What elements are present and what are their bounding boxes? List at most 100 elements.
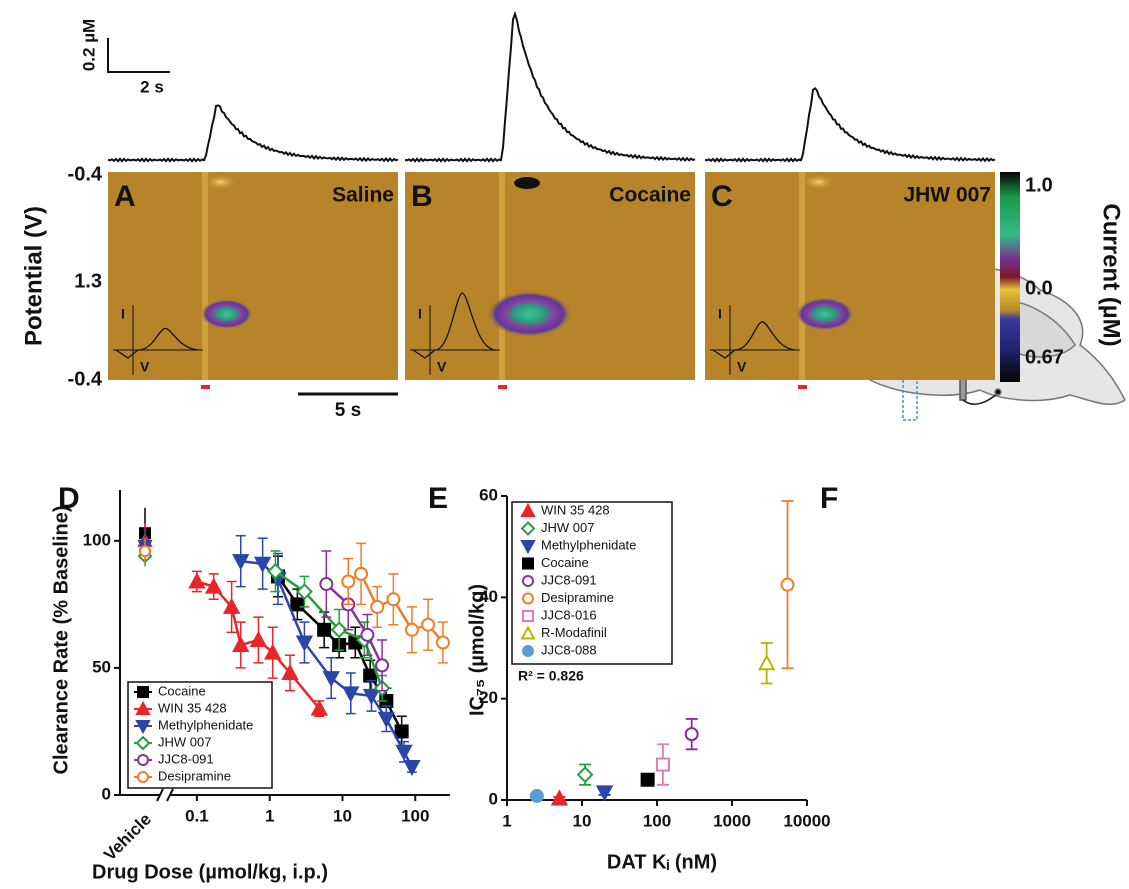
panel-label: B — [411, 180, 433, 213]
colorbar-title: Current (µM) — [1098, 203, 1125, 346]
legend-marker — [135, 720, 151, 735]
marker — [249, 630, 268, 647]
marker — [354, 566, 369, 581]
marker — [394, 724, 409, 739]
panel-label: E — [428, 482, 448, 515]
inset-x-label: V — [437, 359, 447, 375]
panel-title: Cocaine — [609, 184, 691, 207]
y-tick-label: 0 — [102, 784, 111, 803]
panel-label: A — [114, 180, 136, 213]
inset-x-label: V — [737, 359, 747, 375]
legend-marker — [522, 575, 534, 587]
marker — [386, 592, 401, 607]
reduction-blob — [795, 297, 854, 331]
legend-label: Cocaine — [541, 555, 589, 570]
scale-bar — [107, 38, 170, 73]
colorbar-label: 0.0 — [1025, 277, 1053, 299]
marker — [232, 554, 250, 571]
marker — [404, 622, 419, 637]
legend-label: JJC8-091 — [158, 751, 214, 766]
marker — [295, 635, 314, 652]
marker — [253, 556, 272, 573]
marker — [290, 597, 305, 612]
legend-marker — [522, 592, 534, 605]
panel-label: F — [820, 482, 838, 515]
marker — [758, 654, 776, 671]
legend-marker — [135, 735, 151, 751]
legend-marker — [137, 754, 149, 766]
legend-marker — [520, 502, 536, 517]
legend-label: Desipramine — [541, 590, 614, 605]
legend-label: WIN 35 428 — [541, 502, 610, 517]
marker — [640, 772, 655, 787]
scale-bar-y: 0.2 µM — [79, 19, 98, 71]
marker — [342, 686, 360, 703]
legend-label: JJC8-088 — [541, 642, 597, 657]
potential-label: -0.4 — [68, 163, 103, 185]
marker — [370, 599, 385, 614]
y-tick-label: 60 — [479, 485, 498, 504]
marker — [375, 658, 390, 673]
y-tick-label: 50 — [92, 657, 111, 676]
inset-y-label: I — [121, 306, 125, 322]
y-tick-label: 40 — [479, 587, 498, 606]
marker — [139, 545, 151, 557]
marker — [267, 562, 284, 580]
marker — [403, 760, 421, 777]
marker — [317, 622, 332, 637]
colorbar-label: 1.0 — [1025, 174, 1053, 196]
marker — [362, 688, 381, 705]
scale-bar-x: 2 s — [140, 77, 164, 96]
x-axis-title: Drug Dose (µmol/kg, i.p.) — [92, 861, 328, 883]
marker — [281, 663, 299, 680]
legend-label: Methylphenidate — [158, 717, 253, 732]
x-tick-label: 0.1 — [185, 806, 209, 825]
y-axis-title: IC₇₅ (µmol/kg) — [466, 584, 488, 716]
legend-marker — [522, 610, 534, 622]
current-trace — [107, 104, 399, 163]
stim-artifact — [799, 172, 805, 380]
legend-marker — [137, 771, 149, 783]
marker — [205, 577, 223, 594]
marker — [550, 789, 569, 806]
x-tick-label: 1000 — [713, 811, 751, 830]
legend-label: JJC8-016 — [541, 607, 597, 622]
marker — [529, 788, 544, 803]
y-axis-title: Clearance Rate (% Baseline) — [50, 505, 72, 774]
potential-label: 1.3 — [74, 270, 102, 292]
marker — [576, 766, 594, 784]
panel-title: Saline — [332, 184, 394, 207]
inset-cv — [712, 321, 796, 359]
marker — [341, 574, 356, 589]
marker — [330, 621, 348, 639]
legend-marker — [520, 540, 536, 555]
legend-label: JJC8-091 — [541, 572, 597, 587]
marker — [188, 572, 206, 589]
y-tick-label: 0 — [489, 789, 498, 808]
legend-marker — [522, 557, 534, 570]
y-tick-label: 20 — [479, 688, 498, 707]
stim-marker — [201, 385, 210, 389]
marker — [264, 643, 282, 660]
colorbar-label: 0.67 — [1025, 346, 1064, 368]
x-tick-label: 1 — [502, 811, 511, 830]
marker — [310, 699, 328, 716]
panel-title: JHW 007 — [903, 184, 991, 207]
oxidation-spot — [202, 174, 239, 190]
marker — [322, 671, 340, 688]
marker — [655, 757, 670, 772]
axis-break — [156, 788, 174, 802]
legend-marker — [522, 645, 534, 657]
legend — [511, 501, 673, 665]
color-plot — [705, 172, 995, 380]
oxidation-peak — [514, 177, 540, 189]
marker — [296, 583, 313, 601]
series-line — [325, 583, 384, 666]
x-tick-label: 10000 — [783, 811, 830, 830]
legend-label: WIN 35 428 — [158, 700, 227, 715]
vehicle-label: Vehicle — [100, 810, 155, 865]
current-trace — [704, 86, 996, 163]
y-axis-title: Potential (V) — [20, 206, 47, 346]
x-tick-label: 100 — [643, 811, 671, 830]
